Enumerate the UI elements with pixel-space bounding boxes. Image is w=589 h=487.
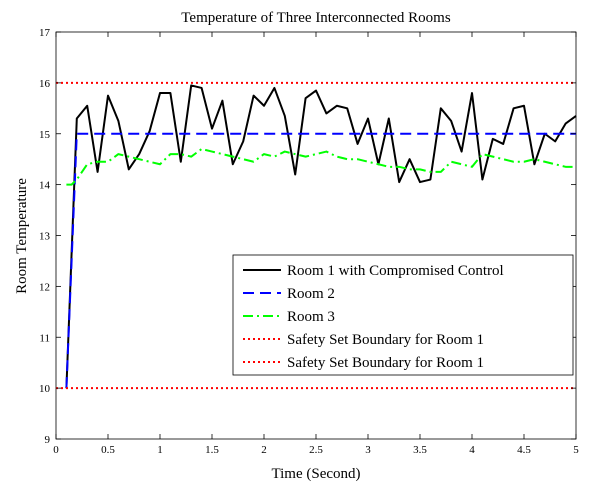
legend-items: Room 1 with Compromised Control Room 2 Roo… xyxy=(243,263,504,371)
legend: Room 1 with Compromised Control Room 2 Roo… xyxy=(232,254,574,376)
y-tick-label: 14 xyxy=(39,180,51,192)
y-tick-label: 11 xyxy=(39,332,50,344)
x-tick-label: 4.5 xyxy=(517,444,531,456)
x-tick-label: 4 xyxy=(469,444,475,456)
legend-label-2: Room 2 xyxy=(287,286,335,302)
x-tick-label: 1.5 xyxy=(205,444,219,456)
chart-title: Temperature of Three Interconnected Room… xyxy=(181,10,451,26)
y-tick-label: 15 xyxy=(39,129,51,141)
x-tick-label: 3.5 xyxy=(413,444,427,456)
axes-layer: 0 0.5 1 1.5 2 2.5 3 3.5 4 4.5 5 9 10 11 12 13 14 15 16 17 xyxy=(39,27,579,456)
y-tick-label: 13 xyxy=(39,231,51,243)
x-tick-label: 0.5 xyxy=(101,444,115,456)
y-tick-label: 9 xyxy=(45,434,51,446)
legend-box xyxy=(232,254,574,376)
y-tick-label: 12 xyxy=(39,281,50,293)
series-layer xyxy=(56,81,577,390)
x-tick-label: 2.5 xyxy=(309,444,323,456)
x-tick-label: 5 xyxy=(573,444,579,456)
series-line-2 xyxy=(65,132,576,389)
legend-label-4: Safety Set Boundary for Room 1 xyxy=(287,332,484,348)
series-line-3 xyxy=(66,148,576,186)
x-axis-title: Time (Second) xyxy=(271,466,360,482)
x-tick-label: 0 xyxy=(53,444,59,456)
legend-label-1: Room 1 with Compromised Control xyxy=(287,263,504,279)
legend-label-5: Safety Set Boundary for Room 1 xyxy=(287,355,484,371)
x-tick-label: 1 xyxy=(157,444,163,456)
x-tick-label: 2 xyxy=(261,444,267,456)
y-tick-label: 10 xyxy=(39,383,51,395)
y-tick-label: 16 xyxy=(39,78,51,90)
y-tick-label: 17 xyxy=(39,27,51,39)
y-axis-title: Room Temperature xyxy=(14,178,30,294)
legend-label-3: Room 3 xyxy=(287,309,335,325)
series-line-1 xyxy=(65,84,577,389)
x-tick-label: 3 xyxy=(365,444,371,456)
